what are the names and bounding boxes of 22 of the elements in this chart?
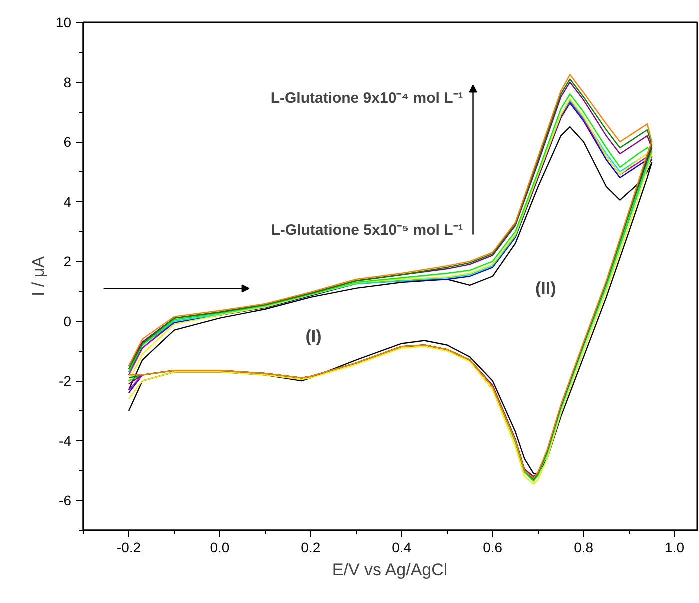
x-tick-label: 1.0 — [665, 540, 685, 556]
x-axis-title: E/V vs Ag/AgCl — [332, 560, 448, 580]
x-tick-label: 0.0 — [210, 540, 230, 556]
annotation: L-Glutatione 9x10⁻⁴ mol L⁻¹ — [270, 90, 464, 108]
y-tick-label: -4 — [59, 432, 72, 449]
y-tick-label: 0 — [64, 313, 72, 330]
y-tick-label: 6 — [64, 134, 72, 150]
y-tick-label: 8 — [64, 74, 72, 90]
y-tick-label: -6 — [59, 492, 72, 509]
y-tick-label: -2 — [59, 373, 72, 390]
y-tick-label: 10 — [56, 14, 72, 30]
y-tick-label: 2 — [64, 254, 72, 270]
x-tick-label: 0.4 — [392, 540, 412, 556]
annotation: (I) — [306, 326, 322, 346]
x-tick-label: 0.8 — [574, 540, 594, 556]
y-axis-title: I / μA — [28, 256, 48, 297]
annotation: L-Glutatione 5x10⁻⁵ mol L⁻¹ — [271, 222, 464, 239]
y-tick-label: 4 — [64, 194, 72, 210]
x-tick-label: 0.6 — [483, 540, 503, 556]
x-tick-label: -0.2 — [116, 540, 142, 556]
x-tick-label: 0.2 — [301, 540, 321, 556]
annotation: (II) — [535, 279, 556, 298]
